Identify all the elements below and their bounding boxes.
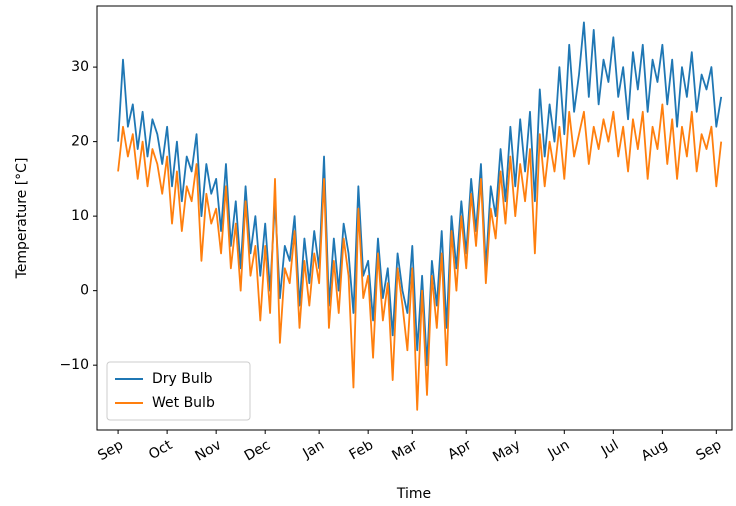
y-tick-label: 30 [71,59,89,75]
legend-label: Wet Bulb [152,395,215,411]
x-tick-label: Jul [598,437,622,460]
legend-label: Dry Bulb [152,371,213,387]
plot-frame [96,5,733,431]
x-tick-label: Dec [242,437,273,464]
x-tick-label: Jun [544,437,572,462]
data-line [117,103,723,411]
x-tick-label: May [490,437,523,465]
x-tick-label: Jan [300,437,328,462]
x-axis-label: Time [396,486,431,502]
y-tick-label: 0 [80,283,89,299]
x-tick-label: Aug [639,437,671,465]
x-tick-label: Oct [146,437,175,463]
x-tick-label: Mar [389,437,420,464]
y-tick-label: 10 [71,208,89,224]
y-tick-label: −10 [59,357,89,373]
legend-box [106,361,251,421]
y-axis-label: Temperature [°C] [14,158,30,280]
y-tick-label: 20 [71,134,89,150]
legend: Dry Bulb Wet Bulb [106,361,251,421]
x-tick-label: Nov [192,437,224,465]
x-tick-label: Apr [445,437,474,463]
x-tick-label: Feb [347,437,377,463]
x-tick-label: Sep [95,437,126,464]
x-tick-label: Sep [693,437,724,464]
data-line [117,21,723,367]
